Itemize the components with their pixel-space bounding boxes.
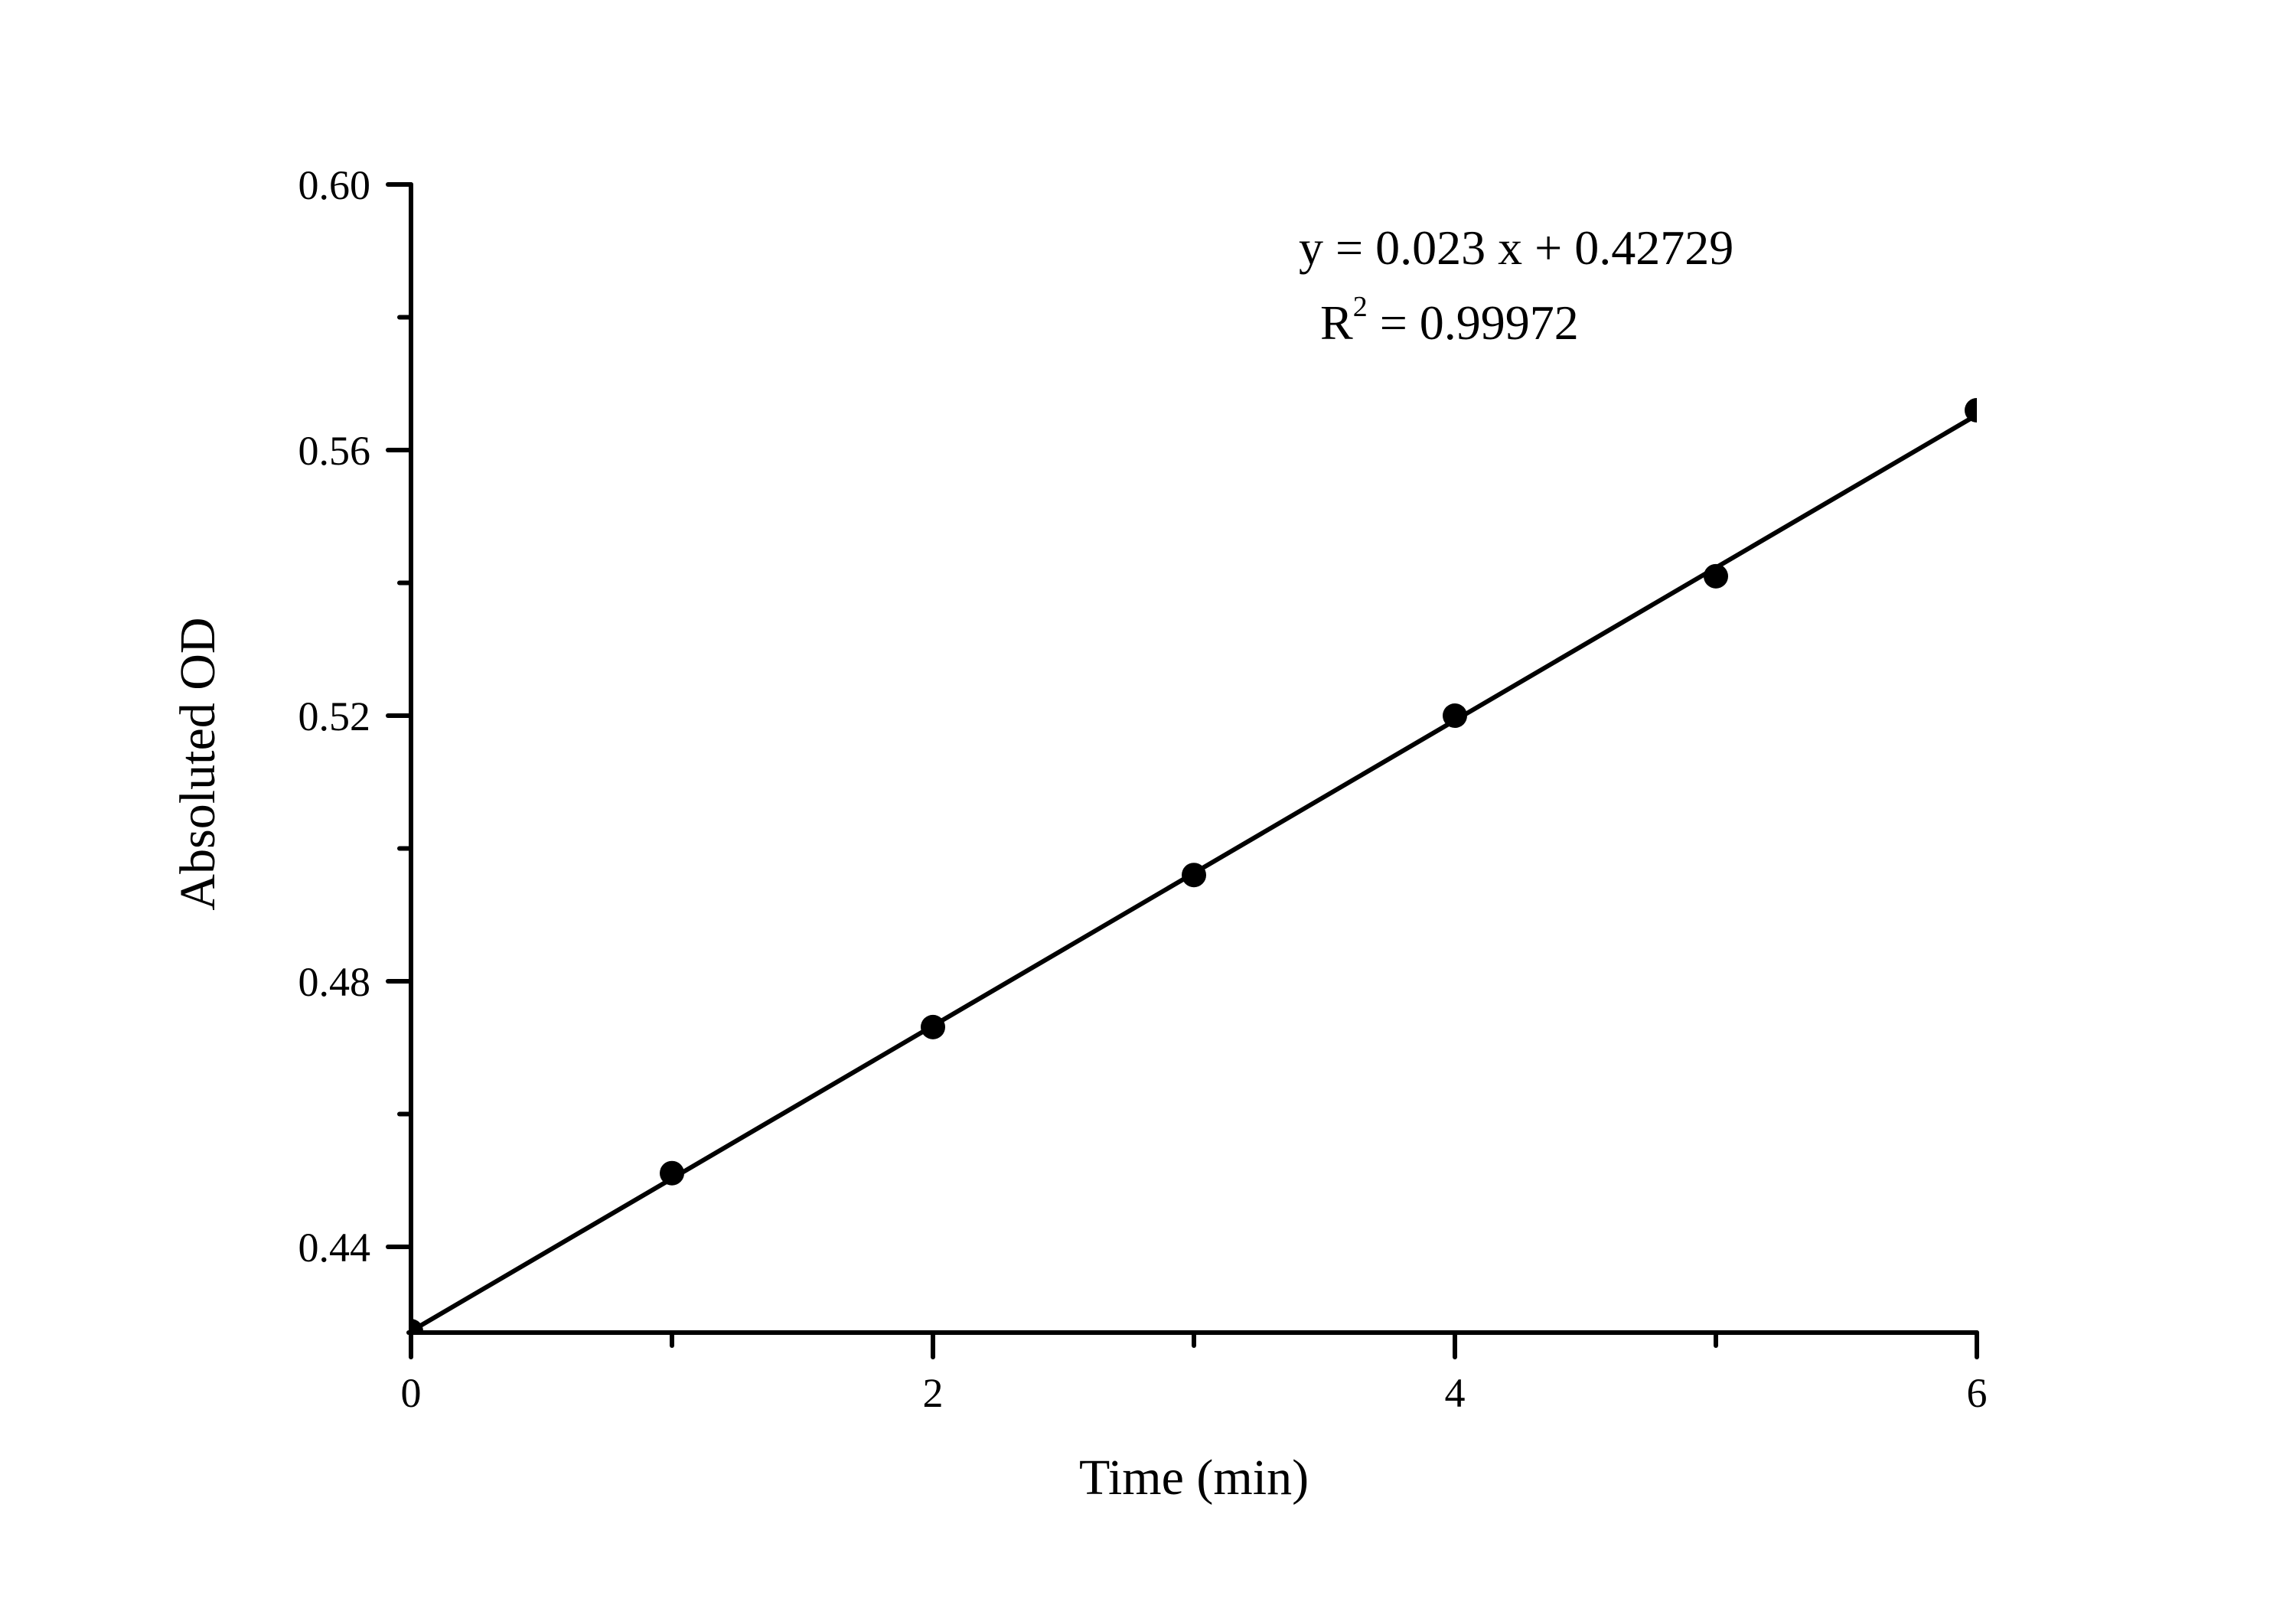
- r-squared-value: = 0.99972: [1368, 295, 1579, 350]
- x-tick-label: 4: [1445, 1370, 1466, 1416]
- data-point-marker: [660, 1160, 684, 1186]
- y-tick-label: 0.60: [298, 162, 371, 208]
- r-squared-prefix: R: [1320, 295, 1353, 350]
- axes: [406, 182, 1979, 1337]
- data-point-marker: [1182, 863, 1206, 888]
- data-point-marker: [1965, 397, 1977, 423]
- r-squared-superscript: 2: [1353, 291, 1368, 323]
- r-squared: R2 = 0.99972: [1320, 291, 1579, 350]
- y-tick-label: 0.52: [298, 693, 371, 739]
- y-tick-label: 0.48: [298, 959, 371, 1005]
- y-tick-label: 0.56: [298, 428, 371, 474]
- y-axis-label: Absoluted OD: [170, 617, 226, 910]
- x-tick-label: 6: [1967, 1370, 1988, 1416]
- data-point-marker: [1704, 563, 1728, 589]
- data-point-marker: [1443, 703, 1467, 728]
- x-axis-label: Time (min): [1079, 1450, 1309, 1506]
- data-points: [411, 397, 1977, 1333]
- data-point-marker: [411, 1319, 423, 1333]
- x-tick-label: 2: [923, 1370, 944, 1416]
- ticks: 0 2 4 6 0.44 0.48 0.52 0.56 0.60: [298, 162, 1988, 1416]
- data-point-marker: [921, 1014, 945, 1039]
- x-tick-label: 0: [401, 1370, 422, 1416]
- fit-equation: y = 0.023 x + 0.42729: [1299, 220, 1733, 275]
- y-tick-label: 0.44: [298, 1225, 371, 1271]
